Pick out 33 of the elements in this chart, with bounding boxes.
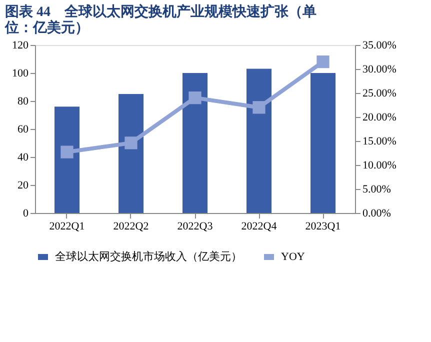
legend-label: 全球以太网交换机市场收入（亿美元） <box>55 250 242 263</box>
point <box>316 55 330 68</box>
y-tick-label: 0 <box>23 208 29 220</box>
y2-tick-label: 10.00% <box>362 160 396 172</box>
y2-tick-label: 20.00% <box>362 112 396 124</box>
point <box>252 101 266 114</box>
legend-label: YOY <box>281 251 305 263</box>
y-tick-label: 60 <box>18 124 29 136</box>
x-tick-label: 2022Q3 <box>177 220 214 232</box>
bar <box>118 94 144 213</box>
y-tick-label: 20 <box>18 180 29 192</box>
x-tick-label: 2022Q4 <box>241 220 278 232</box>
y2-tick-label: 5.00% <box>362 184 391 196</box>
point <box>188 91 202 104</box>
x-tick-label: 2022Q2 <box>113 220 149 232</box>
point <box>124 136 138 150</box>
y-tick-label: 40 <box>18 152 29 164</box>
y2-tick-label: 15.00% <box>362 136 396 148</box>
bar <box>310 73 336 213</box>
x-tick-label: 2023Q1 <box>305 220 341 232</box>
bar <box>246 68 272 213</box>
bar <box>182 73 208 213</box>
bar <box>54 106 80 213</box>
y-tick-label: 100 <box>12 68 29 80</box>
y2-tick-label: 0.00% <box>362 208 391 220</box>
y2-tick-label: 35.00% <box>362 40 396 52</box>
y-tick-label: 80 <box>18 96 29 108</box>
y-tick-label: 120 <box>12 40 29 52</box>
x-tick-label: 2022Q1 <box>49 220 85 232</box>
chart-title: 图表 44 全球以太网交换机产业规模快速扩张（单位：亿美元） <box>4 3 316 36</box>
point <box>60 146 74 158</box>
y2-tick-label: 25.00% <box>362 88 396 100</box>
y2-tick-label: 30.00% <box>362 64 396 76</box>
